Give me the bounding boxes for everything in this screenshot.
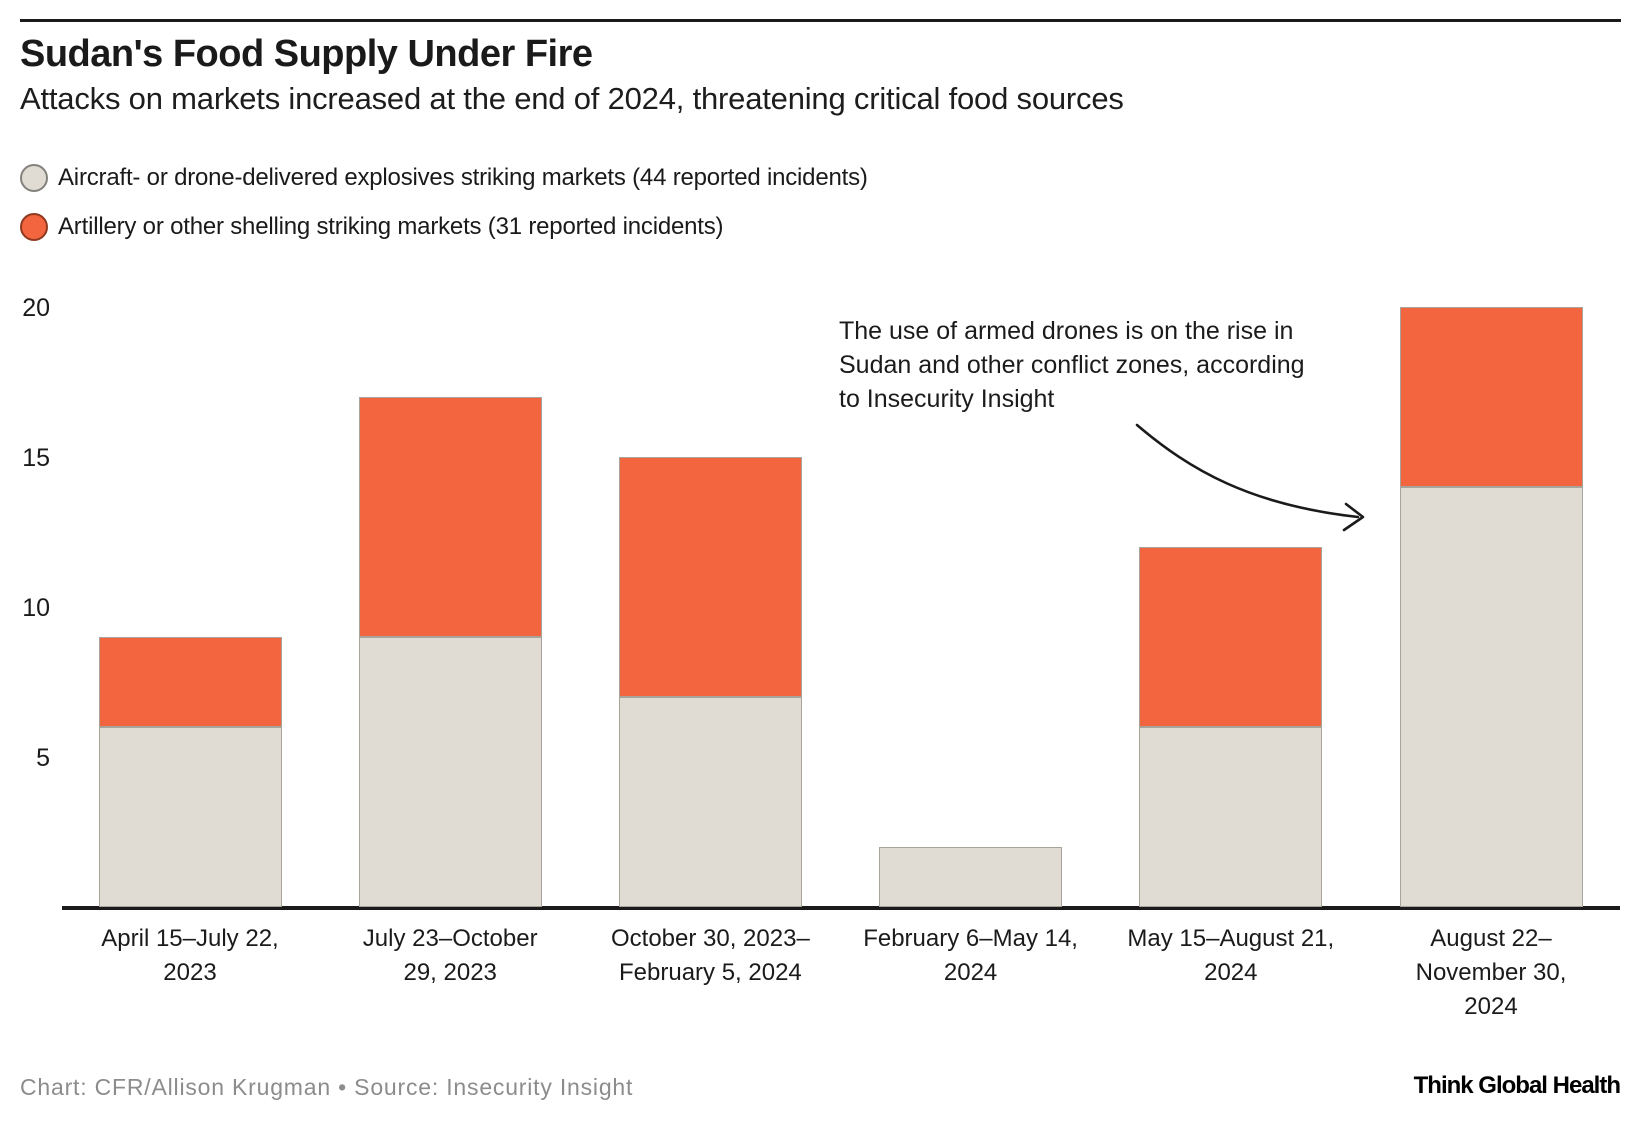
x-axis-label-line: 2024 bbox=[1204, 959, 1258, 986]
annotation-line: to Insecurity Insight bbox=[839, 385, 1055, 413]
x-axis-category-label: October 30, 2023– February 5, 2024 bbox=[570, 922, 850, 990]
x-axis-label-line: October 30, 2023– bbox=[610, 925, 810, 952]
x-axis-label-line: February 6–May 14, bbox=[863, 925, 1078, 952]
legend-item-aircraft-explosives: Aircraft- or drone-delivered explosives … bbox=[20, 164, 868, 192]
bar-segment-aircraft-explosives bbox=[358, 637, 542, 907]
think-global-health-logo: Think Global Health bbox=[1413, 1072, 1621, 1099]
annotation: The use of armed drones is on the rise i… bbox=[839, 314, 1305, 416]
legend-swatch-gray-icon bbox=[20, 164, 48, 192]
footer-credit: Chart: CFR/Allison Krugman • Source: Ins… bbox=[20, 1074, 634, 1100]
x-axis-label-line: August 22– bbox=[1430, 925, 1552, 952]
legend-label-artillery-shelling: Artillery or other shelling striking mar… bbox=[58, 213, 724, 240]
x-axis-label-line: 2024 bbox=[1464, 993, 1518, 1020]
x-axis-label-line: November 30, bbox=[1415, 959, 1567, 986]
x-axis-line bbox=[62, 906, 1620, 910]
bar-segment-aircraft-explosives bbox=[1399, 487, 1583, 907]
x-axis-label-line: May 15–August 21, bbox=[1127, 925, 1335, 952]
bar-segment-artillery-shelling bbox=[358, 397, 542, 637]
legend-item-artillery-shelling: Artillery or other shelling striking mar… bbox=[20, 213, 868, 241]
page-subtitle: Attacks on markets increased at the end … bbox=[20, 81, 1124, 116]
annotation-line: The use of armed drones is on the rise i… bbox=[839, 317, 1294, 345]
bar-segment-artillery-shelling bbox=[618, 457, 802, 697]
y-axis-tick-label: 5 bbox=[36, 744, 50, 772]
x-axis-category-label: August 22– November 30, 2024 bbox=[1351, 922, 1631, 1024]
annotation-arrow-icon bbox=[1135, 423, 1365, 532]
x-axis-label-line: 2023 bbox=[163, 959, 217, 986]
x-axis-category-label: July 23–October 29, 2023 bbox=[310, 922, 590, 990]
annotation-line: Sudan and other conflict zones, accordin… bbox=[839, 351, 1305, 379]
x-axis-category-label: February 6–May 14, 2024 bbox=[831, 922, 1111, 990]
bar-segment-aircraft-explosives bbox=[98, 727, 282, 907]
x-axis-label-line: April 15–July 22, bbox=[101, 925, 279, 952]
y-axis-tick-label: 20 bbox=[22, 294, 50, 322]
bar-segment-aircraft-explosives bbox=[1139, 727, 1323, 907]
bar-segment-artillery-shelling bbox=[1139, 547, 1323, 727]
bar-segment-aircraft-explosives bbox=[879, 847, 1063, 907]
page-title: Sudan's Food Supply Under Fire bbox=[20, 33, 593, 75]
legend-swatch-orange-icon bbox=[20, 213, 48, 241]
y-axis-tick-label: 10 bbox=[22, 594, 50, 622]
x-axis-label-line: 29, 2023 bbox=[403, 959, 497, 986]
x-axis-category-label: May 15–August 21, 2024 bbox=[1091, 922, 1371, 990]
top-rule bbox=[20, 19, 1621, 22]
y-axis-tick-label: 15 bbox=[22, 444, 50, 472]
x-axis-label-line: February 5, 2024 bbox=[619, 959, 802, 986]
legend: Aircraft- or drone-delivered explosives … bbox=[20, 164, 868, 241]
x-axis-label-line: July 23–October bbox=[362, 925, 538, 952]
bar-segment-artillery-shelling bbox=[1399, 307, 1583, 487]
x-axis-label-line: 2024 bbox=[943, 959, 998, 986]
bar-segment-artillery-shelling bbox=[98, 637, 282, 727]
x-axis-category-label: April 15–July 22, 2023 bbox=[50, 922, 330, 990]
bar-segment-aircraft-explosives bbox=[618, 697, 802, 907]
legend-label-aircraft-explosives: Aircraft- or drone-delivered explosives … bbox=[58, 164, 868, 191]
